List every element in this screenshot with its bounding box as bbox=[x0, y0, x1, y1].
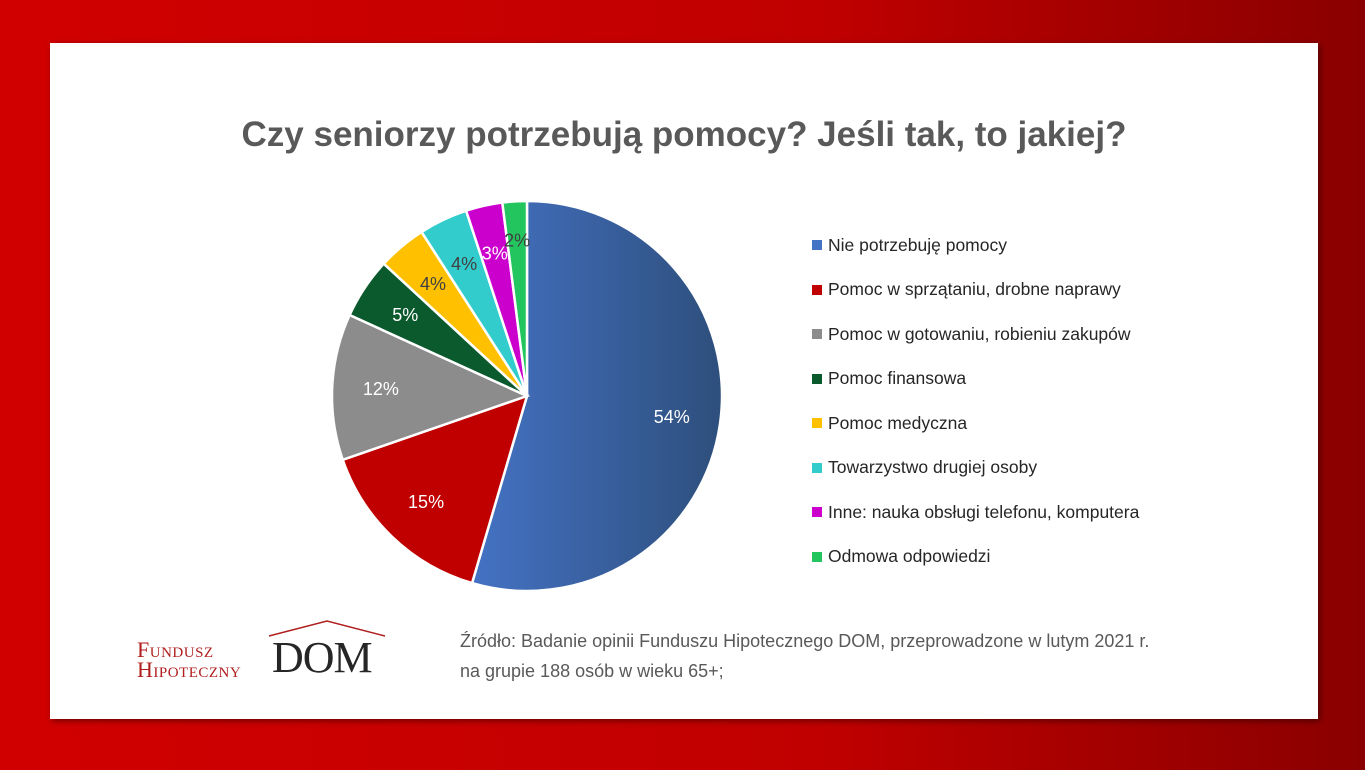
slice-data-label-4: 5% bbox=[392, 305, 418, 325]
legend-label: Pomoc finansowa bbox=[828, 368, 967, 389]
legend-label: Pomoc w gotowaniu, robieniu zakupów bbox=[828, 323, 1131, 344]
slice-data-label-2: 15% bbox=[408, 492, 444, 512]
legend-item: Pomoc w sprzątaniu, drobne naprawy bbox=[812, 268, 1139, 313]
roof-icon bbox=[268, 620, 386, 637]
slice-data-label-1: 54% bbox=[654, 407, 690, 427]
legend-item: Pomoc finansowa bbox=[812, 357, 1139, 402]
legend-item: Nie potrzebuję pomocy bbox=[812, 223, 1139, 268]
legend-swatch bbox=[812, 240, 822, 251]
legend-label: Pomoc medyczna bbox=[828, 412, 968, 433]
logo-text-hipoteczny: Hipoteczny bbox=[137, 657, 242, 682]
slice-data-label-6: 4% bbox=[451, 254, 477, 274]
chart-title: Czy seniorzy potrzebują pomocy? Jeśli ta… bbox=[241, 115, 1127, 154]
logo-text-dom: DOM bbox=[272, 633, 373, 682]
pie-slice-3 bbox=[330, 313, 531, 462]
chart-legend: Nie potrzebuję pomocy Pomoc w sprzątaniu,… bbox=[812, 223, 1139, 579]
pie-slice-1 bbox=[470, 199, 724, 593]
legend-label: Inne: nauka obsługi telefonu, komputera bbox=[828, 501, 1140, 522]
legend-swatch bbox=[812, 418, 822, 429]
legend-item: Inne: nauka obsługi telefonu, komputera bbox=[812, 490, 1139, 535]
legend-swatch bbox=[812, 284, 822, 295]
source-line-2: na grupie 188 osób w wieku 65+; bbox=[460, 661, 724, 681]
legend-item: Odmowa odpowiedzi bbox=[812, 535, 1139, 580]
slice-data-label-7: 3% bbox=[482, 243, 508, 263]
legend-swatch bbox=[812, 373, 822, 384]
slice-data-label-8: 2% bbox=[504, 230, 530, 250]
slide-panel: Czy seniorzy potrzebują pomocy? Jeśli ta… bbox=[50, 43, 1318, 719]
legend-item: Towarzystwo drugiej osoby bbox=[812, 446, 1139, 491]
legend-swatch bbox=[812, 551, 822, 562]
legend-item: Pomoc medyczna bbox=[812, 401, 1139, 446]
legend-label: Nie potrzebuję pomocy bbox=[828, 234, 1007, 255]
legend-swatch bbox=[812, 462, 822, 473]
source-note: Źródło: Badanie opinii Funduszu Hipotecz… bbox=[460, 626, 1149, 686]
legend-swatch bbox=[812, 329, 822, 340]
fundusz-hipoteczny-dom-logo: Fundusz Hipoteczny DOM bbox=[135, 616, 395, 686]
pie-slice-8 bbox=[500, 199, 529, 397]
legend-item: Pomoc w gotowaniu, robieniu zakupów bbox=[812, 312, 1139, 357]
logo-text-fundusz: Fundusz bbox=[137, 637, 214, 662]
legend-label: Towarzystwo drugiej osoby bbox=[828, 457, 1038, 478]
source-line-1: Źródło: Badanie opinii Funduszu Hipotecz… bbox=[460, 631, 1150, 651]
slice-data-label-5: 4% bbox=[420, 274, 446, 294]
legend-swatch bbox=[812, 507, 822, 518]
legend-label: Odmowa odpowiedzi bbox=[828, 546, 991, 567]
pie-slice-2 bbox=[341, 394, 529, 585]
pie-chart: 54%15%12%5%4%4%3%2% bbox=[330, 199, 724, 593]
slice-data-label-3: 12% bbox=[363, 379, 399, 399]
legend-label: Pomoc w sprzątaniu, drobne naprawy bbox=[828, 279, 1121, 300]
